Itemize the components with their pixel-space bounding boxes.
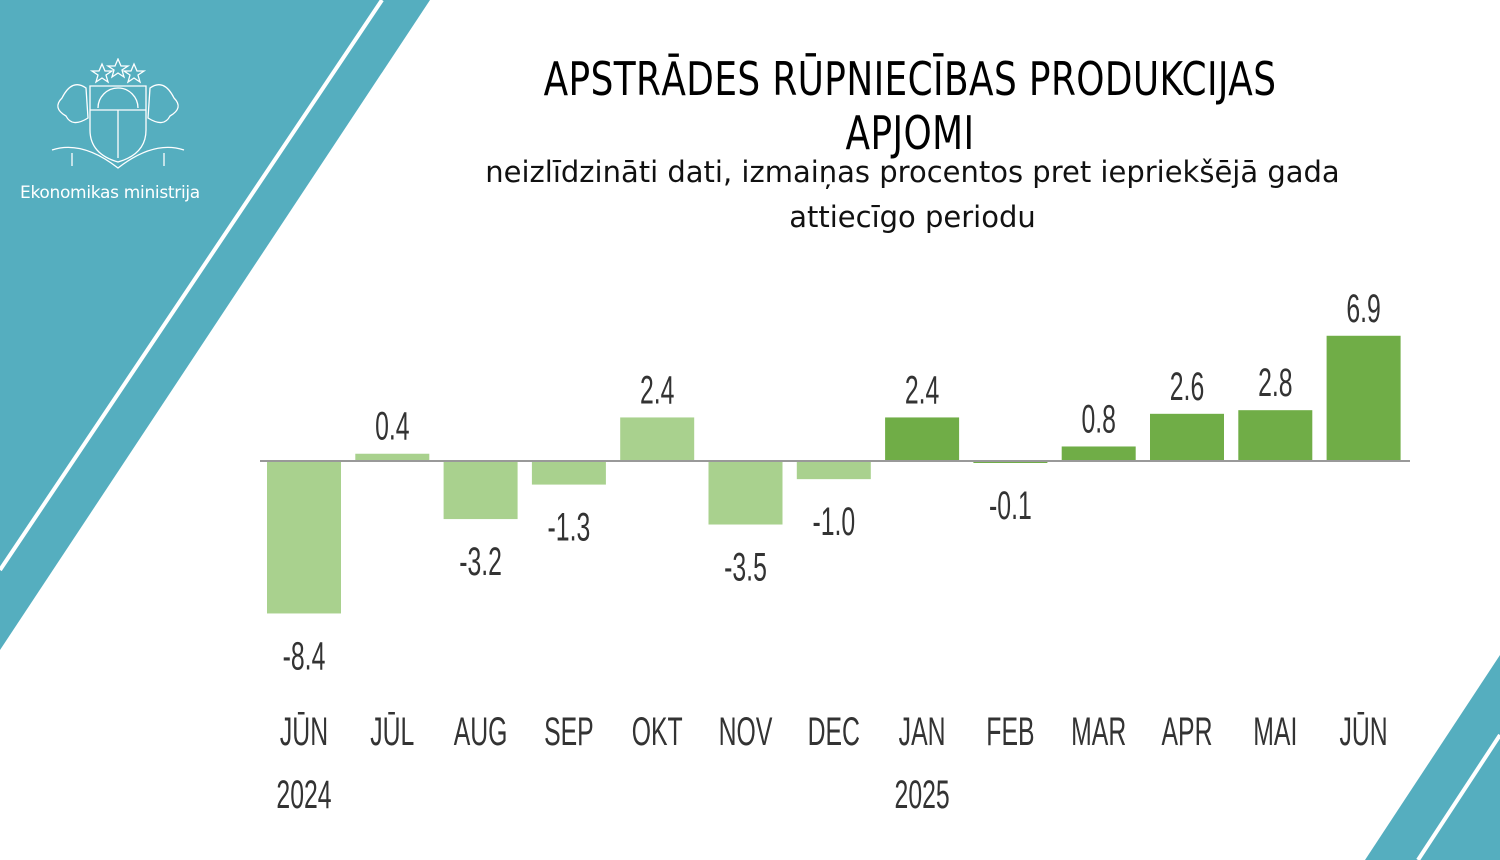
bar-jūn [267,461,341,614]
bar-aug [443,461,518,520]
x-tick-label: MAI [1253,710,1297,754]
bar-apr [1150,413,1224,461]
x-tick-label: FEB [986,710,1034,754]
x-tick-label: JŪN [280,710,328,754]
bar-okt [620,417,695,461]
x-tick-label: DEC [808,710,860,754]
bar-jūn [1326,335,1401,461]
bar-jūl [355,453,430,461]
data-label: 2.4 [905,369,939,413]
data-label: 0.8 [1081,398,1115,442]
data-label: -0.1 [989,484,1032,528]
x-tick-label: MAR [1071,710,1126,754]
data-label: 6.9 [1346,287,1380,331]
data-label: -1.3 [548,506,591,550]
x-tick-label: JŪL [370,710,414,754]
coat-of-arms-logo [51,58,185,169]
year-label: 2024 [276,773,331,817]
data-label: 2.4 [640,369,674,413]
bar-nov [708,461,783,525]
accent-stripe [0,0,384,572]
accent-stripe-bottom [1416,733,1500,860]
year-label: 2025 [895,773,950,817]
data-label: -8.4 [283,635,326,679]
x-tick-label: JŪN [1339,710,1387,754]
bottom-right-accent-shape [1365,655,1500,860]
chart-subtitle: neizlīdzināti dati, izmaiņas procentos p… [485,155,1340,234]
x-tick-label: OKT [632,710,683,754]
bar-jan [885,417,960,461]
x-tick-label: APR [1162,710,1213,754]
x-tick-label: NOV [719,710,773,754]
data-label: -1.0 [812,500,855,544]
bar-mai [1238,410,1313,461]
x-tick-label: AUG [454,710,508,754]
organization-name: Ekonomikas ministrija [20,183,200,203]
x-tick-label: JAN [899,710,946,754]
data-label: -3.5 [724,546,767,590]
data-label: -3.2 [459,540,502,584]
data-label: 2.6 [1170,365,1204,409]
x-tick-label: SEP [544,710,594,754]
bar-dec [796,461,871,480]
bar-sep [531,461,606,485]
bar-mar [1061,446,1136,461]
data-label: 0.4 [375,405,409,449]
chart-title: APSTRĀDES RŪPNIECĪBAS PRODUKCIJAS APJOMI [543,52,1277,160]
top-left-accent-shape [0,0,430,650]
data-label: 2.8 [1258,361,1292,405]
